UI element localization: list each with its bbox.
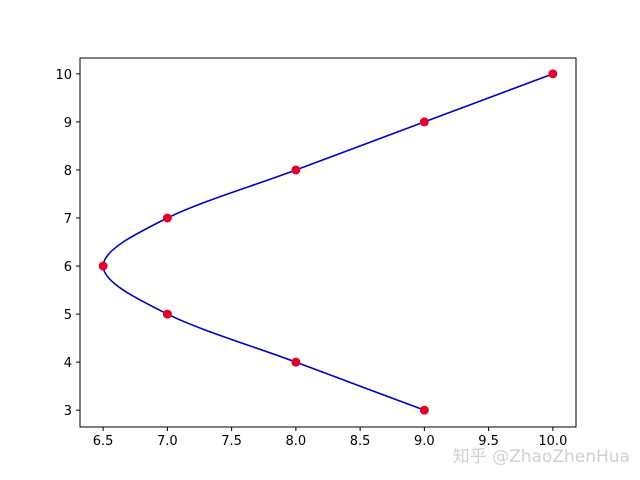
x-tick-label: 10.0 [538,434,567,449]
point [291,165,301,175]
x-tick-label: 8.5 [350,434,371,449]
y-tick-label: 3 [64,404,72,419]
y-tick-label: 7 [64,212,72,227]
x-tick-label: 8.0 [286,434,307,449]
axes-frame [79,57,577,428]
y-tick-label: 10 [55,68,72,83]
y-tick-label: 5 [64,308,72,323]
y-tick-label: 8 [64,164,72,179]
point [548,69,558,79]
x-tick-label: 6.5 [93,434,114,449]
y-tick-label: 6 [64,260,72,275]
x-tick-label: 7.5 [221,434,242,449]
y-tick-label: 4 [64,356,72,371]
point [419,405,429,415]
x-tick-label: 9.0 [414,434,435,449]
point [291,357,301,367]
y-tick-label: 9 [64,116,72,131]
point [162,309,172,319]
curve [102,73,554,411]
x-tick-label: 9.5 [478,434,499,449]
point [162,213,172,223]
point [419,117,429,127]
point [98,261,108,271]
x-tick-label: 7.0 [157,434,178,449]
watermark: 知乎 @ZhaoZhenHua [453,447,630,467]
